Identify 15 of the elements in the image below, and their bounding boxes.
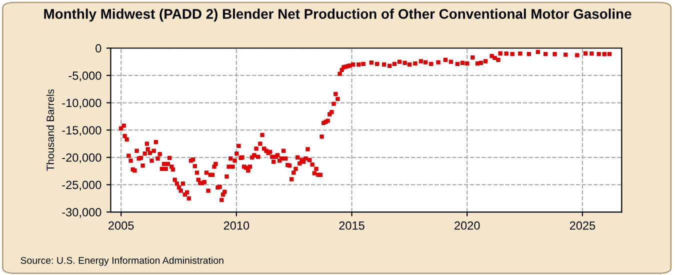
y-tick-label: -20,000 bbox=[62, 153, 102, 164]
x-tick-label: 2005 bbox=[108, 221, 134, 230]
chart-title: Monthly Midwest (PADD 2) Blender Net Production of Other Conventional Motor Gasoline bbox=[44, 8, 632, 22]
y-tick-label: -30,000 bbox=[62, 208, 102, 218]
source-note: Source: U.S. Energy Information Administration bbox=[20, 256, 224, 266]
y-tick-label: -25,000 bbox=[62, 180, 102, 190]
y-tick-label: -15,000 bbox=[62, 126, 102, 136]
y-tick-label: -10,000 bbox=[62, 98, 102, 109]
y-tick-label: -5,000 bbox=[68, 71, 102, 82]
x-tick-label: 2010 bbox=[224, 221, 250, 230]
y-tick-label: 0 bbox=[96, 44, 102, 53]
y-axis-title: Thousand Barrels bbox=[46, 89, 54, 171]
x-tick-label: 2015 bbox=[339, 221, 364, 230]
x-tick-label: 2025 bbox=[570, 221, 596, 230]
x-tick-label: 2020 bbox=[454, 221, 480, 230]
